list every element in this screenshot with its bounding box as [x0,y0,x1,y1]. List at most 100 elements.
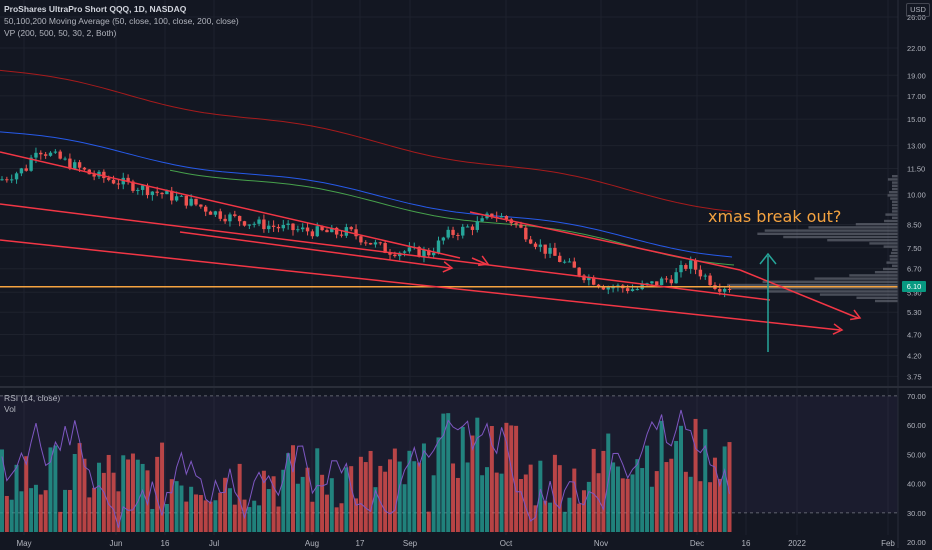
candle-body [160,192,164,195]
candle-body [271,225,276,227]
volume-bar [533,505,538,532]
candle-body [354,229,358,237]
volume-bar [324,494,329,532]
candle-body [10,179,14,181]
candle-body [184,195,188,206]
volume-bar [29,488,34,532]
up-arrow-head [759,252,777,265]
vp-bar [890,251,898,255]
candle-body [514,223,518,225]
volume-bar [160,442,165,532]
volume-bar [378,465,383,532]
volume-bar [620,478,625,532]
volume-bar [412,461,417,532]
volume-bar [509,425,514,532]
support-arrow-line [0,239,841,331]
volume-bar [305,467,310,532]
vp-bar [892,216,898,219]
volume-bar [557,465,562,532]
vp-bar [885,213,898,216]
volume-bar [388,459,392,532]
candle-body [558,255,562,262]
volume-bar [727,442,732,532]
candle-body [402,251,407,253]
price-tick-label: 5.30 [907,308,922,317]
candle-body [126,177,130,182]
candle-body [625,288,630,292]
candle-body [475,221,479,230]
candle-body [48,152,53,156]
volume-bar [383,471,388,532]
volume-bar [101,472,106,532]
volume-bar [363,462,368,532]
price-tick-label: 11.50 [907,164,925,173]
candle-body [315,226,319,237]
volume-bar [310,501,315,532]
volume-bar [227,488,232,532]
volume-bar [295,483,300,532]
candle-body [436,240,441,253]
candle-body [659,278,664,286]
candle-body [543,244,547,254]
volume-bar [664,462,669,532]
volume-bar [77,443,82,532]
annotation-text[interactable]: xmas break out? [708,207,842,226]
candle-body [388,252,392,255]
candle-body [650,281,654,284]
ma-line-100 [0,131,733,258]
candle-body [24,168,28,171]
candle-body [427,249,431,256]
vp-bar [887,178,898,181]
legend-symbol: ProShares UltraPro Short QQQ, 1D, NASDAQ [4,4,187,14]
candle-body [170,190,174,201]
vp-bar [890,197,898,200]
vp-bar [889,258,898,261]
volume-bar [417,462,422,532]
price-tick-label: 8.50 [907,221,922,230]
drawings [0,151,898,352]
candle-body [519,224,523,228]
volume-bar [150,508,155,532]
volume-bar [635,459,640,532]
volume-bar [179,485,184,532]
volume-bar [106,454,111,532]
vp-bar [808,226,898,229]
rsi-legend: RSI (14, close) [4,393,61,403]
vp-bar [874,271,898,274]
vp-bar [849,274,898,277]
candle-body [53,151,58,153]
candle-body [58,151,62,159]
candle-body [189,198,193,206]
volume-bar [669,458,674,532]
candle-body [582,275,586,281]
volume-bar [562,511,567,532]
time-tick-label: Jun [110,539,123,548]
volume-bar [640,468,645,532]
vp-bar [892,181,898,184]
volume-bar [528,464,533,532]
vp-bar [762,280,898,283]
vp-bar [727,283,898,287]
candle-body [431,252,436,256]
channel-arrow-line [179,231,451,269]
vp-bar [883,245,898,248]
volume-bar [354,498,359,532]
vp-bar [889,255,898,258]
candle-body [461,226,465,236]
volume-bar [470,435,475,532]
candle-body [257,219,261,224]
candle-body [359,236,363,243]
volume-bar [349,466,354,532]
currency-badge[interactable]: USD [906,3,930,17]
price-tick-label: 7.50 [907,244,922,253]
vp-bar [889,191,898,194]
candle-body [499,216,504,218]
candle-body [68,158,72,169]
volume-bar [232,504,237,532]
volume-bar [615,466,620,532]
time-tick-label: Sep [403,539,418,548]
vp-bar [886,261,898,264]
volume-bar [203,500,208,532]
candle-body [446,229,450,238]
